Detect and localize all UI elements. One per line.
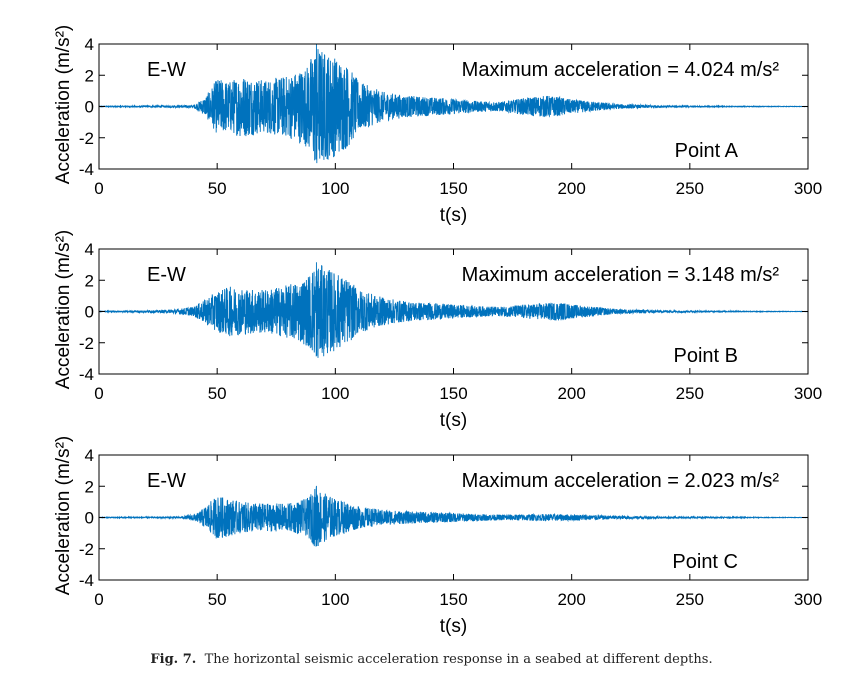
x-tick-label: 250 (676, 384, 704, 403)
chart-panel-2: 0 50 100 150 200 250 300 -4 -2 0 2 4 t(s) Acceleratio… (53, 230, 822, 431)
x-tick-label: 150 (439, 179, 467, 198)
caption-text: The horizontal seismic acceleration resp… (204, 652, 713, 667)
y-tick-label: 0 (85, 303, 94, 322)
x-tick-label: 200 (557, 179, 585, 198)
x-tick-label: 250 (676, 179, 704, 198)
y-tick-label: 2 (85, 477, 94, 496)
max-acceleration-label: Maximum acceleration = 3.148 m/s² (462, 264, 780, 286)
x-tick-label: 300 (794, 179, 822, 198)
y-axis-label: Acceleration (m/s²) (53, 436, 74, 595)
acceleration-series-line (98, 43, 809, 164)
y-tick-label: 2 (85, 271, 94, 290)
x-tick-label: 100 (321, 590, 349, 609)
y-tick-label: 0 (85, 98, 94, 117)
y-tick-label: -4 (79, 365, 94, 384)
x-tick-label: 200 (557, 384, 585, 403)
x-tick-label: 50 (208, 590, 227, 609)
y-tick-label: 4 (85, 240, 94, 259)
figure: 0 50 100 150 200 250 300-4-2024t(s)Acceleratio… (53, 25, 822, 637)
y-tick-label: 0 (85, 509, 94, 528)
y-tick-label: 4 (85, 35, 94, 54)
x-tick-label: 50 (208, 179, 227, 198)
caption-label: Fig. 7. (150, 652, 197, 667)
chart-panel-3: 0 50 100 150 200 250 300 -4 -2 0 2 4 t(s) Acceleratio… (53, 436, 822, 637)
chart-panel-1: 0 50 100 150 200 250 300 -4 -2 0 2 4 t(s) Acceleratio… (53, 25, 822, 226)
acceleration-series-line (98, 485, 809, 547)
x-tick-label: 200 (557, 590, 585, 609)
y-axis-label: Acceleration (m/s²) (53, 25, 74, 184)
x-tick-label: 150 (439, 590, 467, 609)
y-tick-label: -4 (79, 571, 94, 590)
x-tick-label: 150 (439, 384, 467, 403)
max-acceleration-label: Maximum acceleration = 4.024 m/s² (462, 59, 780, 81)
component-label: E-W (147, 470, 186, 492)
y-tick-label: 2 (85, 66, 94, 85)
x-tick-label: 300 (794, 590, 822, 609)
acceleration-series-line (98, 262, 809, 358)
x-tick-label: 100 (321, 384, 349, 403)
x-axis-label: t(s) (440, 410, 467, 431)
y-tick-label: -2 (79, 540, 94, 559)
x-tick-label: 0 (94, 179, 103, 198)
point-label: Point C (672, 551, 738, 573)
x-tick-label: 300 (794, 384, 822, 403)
max-acceleration-label: Maximum acceleration = 2.023 m/s² (462, 470, 780, 492)
x-tick-label: 100 (321, 179, 349, 198)
figure-caption: Fig. 7. The horizontal seismic accelerat… (0, 652, 863, 667)
x-tick-label: 250 (676, 590, 704, 609)
y-tick-label: 4 (85, 446, 94, 465)
y-tick-label: -4 (79, 160, 94, 179)
x-tick-label: 0 (94, 590, 103, 609)
x-tick-label: 0 (94, 384, 103, 403)
x-axis-label: t(s) (440, 205, 467, 226)
y-tick-label: -2 (79, 334, 94, 353)
y-axis-label: Acceleration (m/s²) (53, 230, 74, 389)
x-tick-label: 50 (208, 384, 227, 403)
point-label: Point A (675, 140, 739, 162)
x-axis-label: t(s) (440, 616, 467, 637)
point-label: Point B (674, 345, 738, 367)
y-tick-label: -2 (79, 129, 94, 148)
component-label: E-W (147, 59, 186, 81)
component-label: E-W (147, 264, 186, 286)
